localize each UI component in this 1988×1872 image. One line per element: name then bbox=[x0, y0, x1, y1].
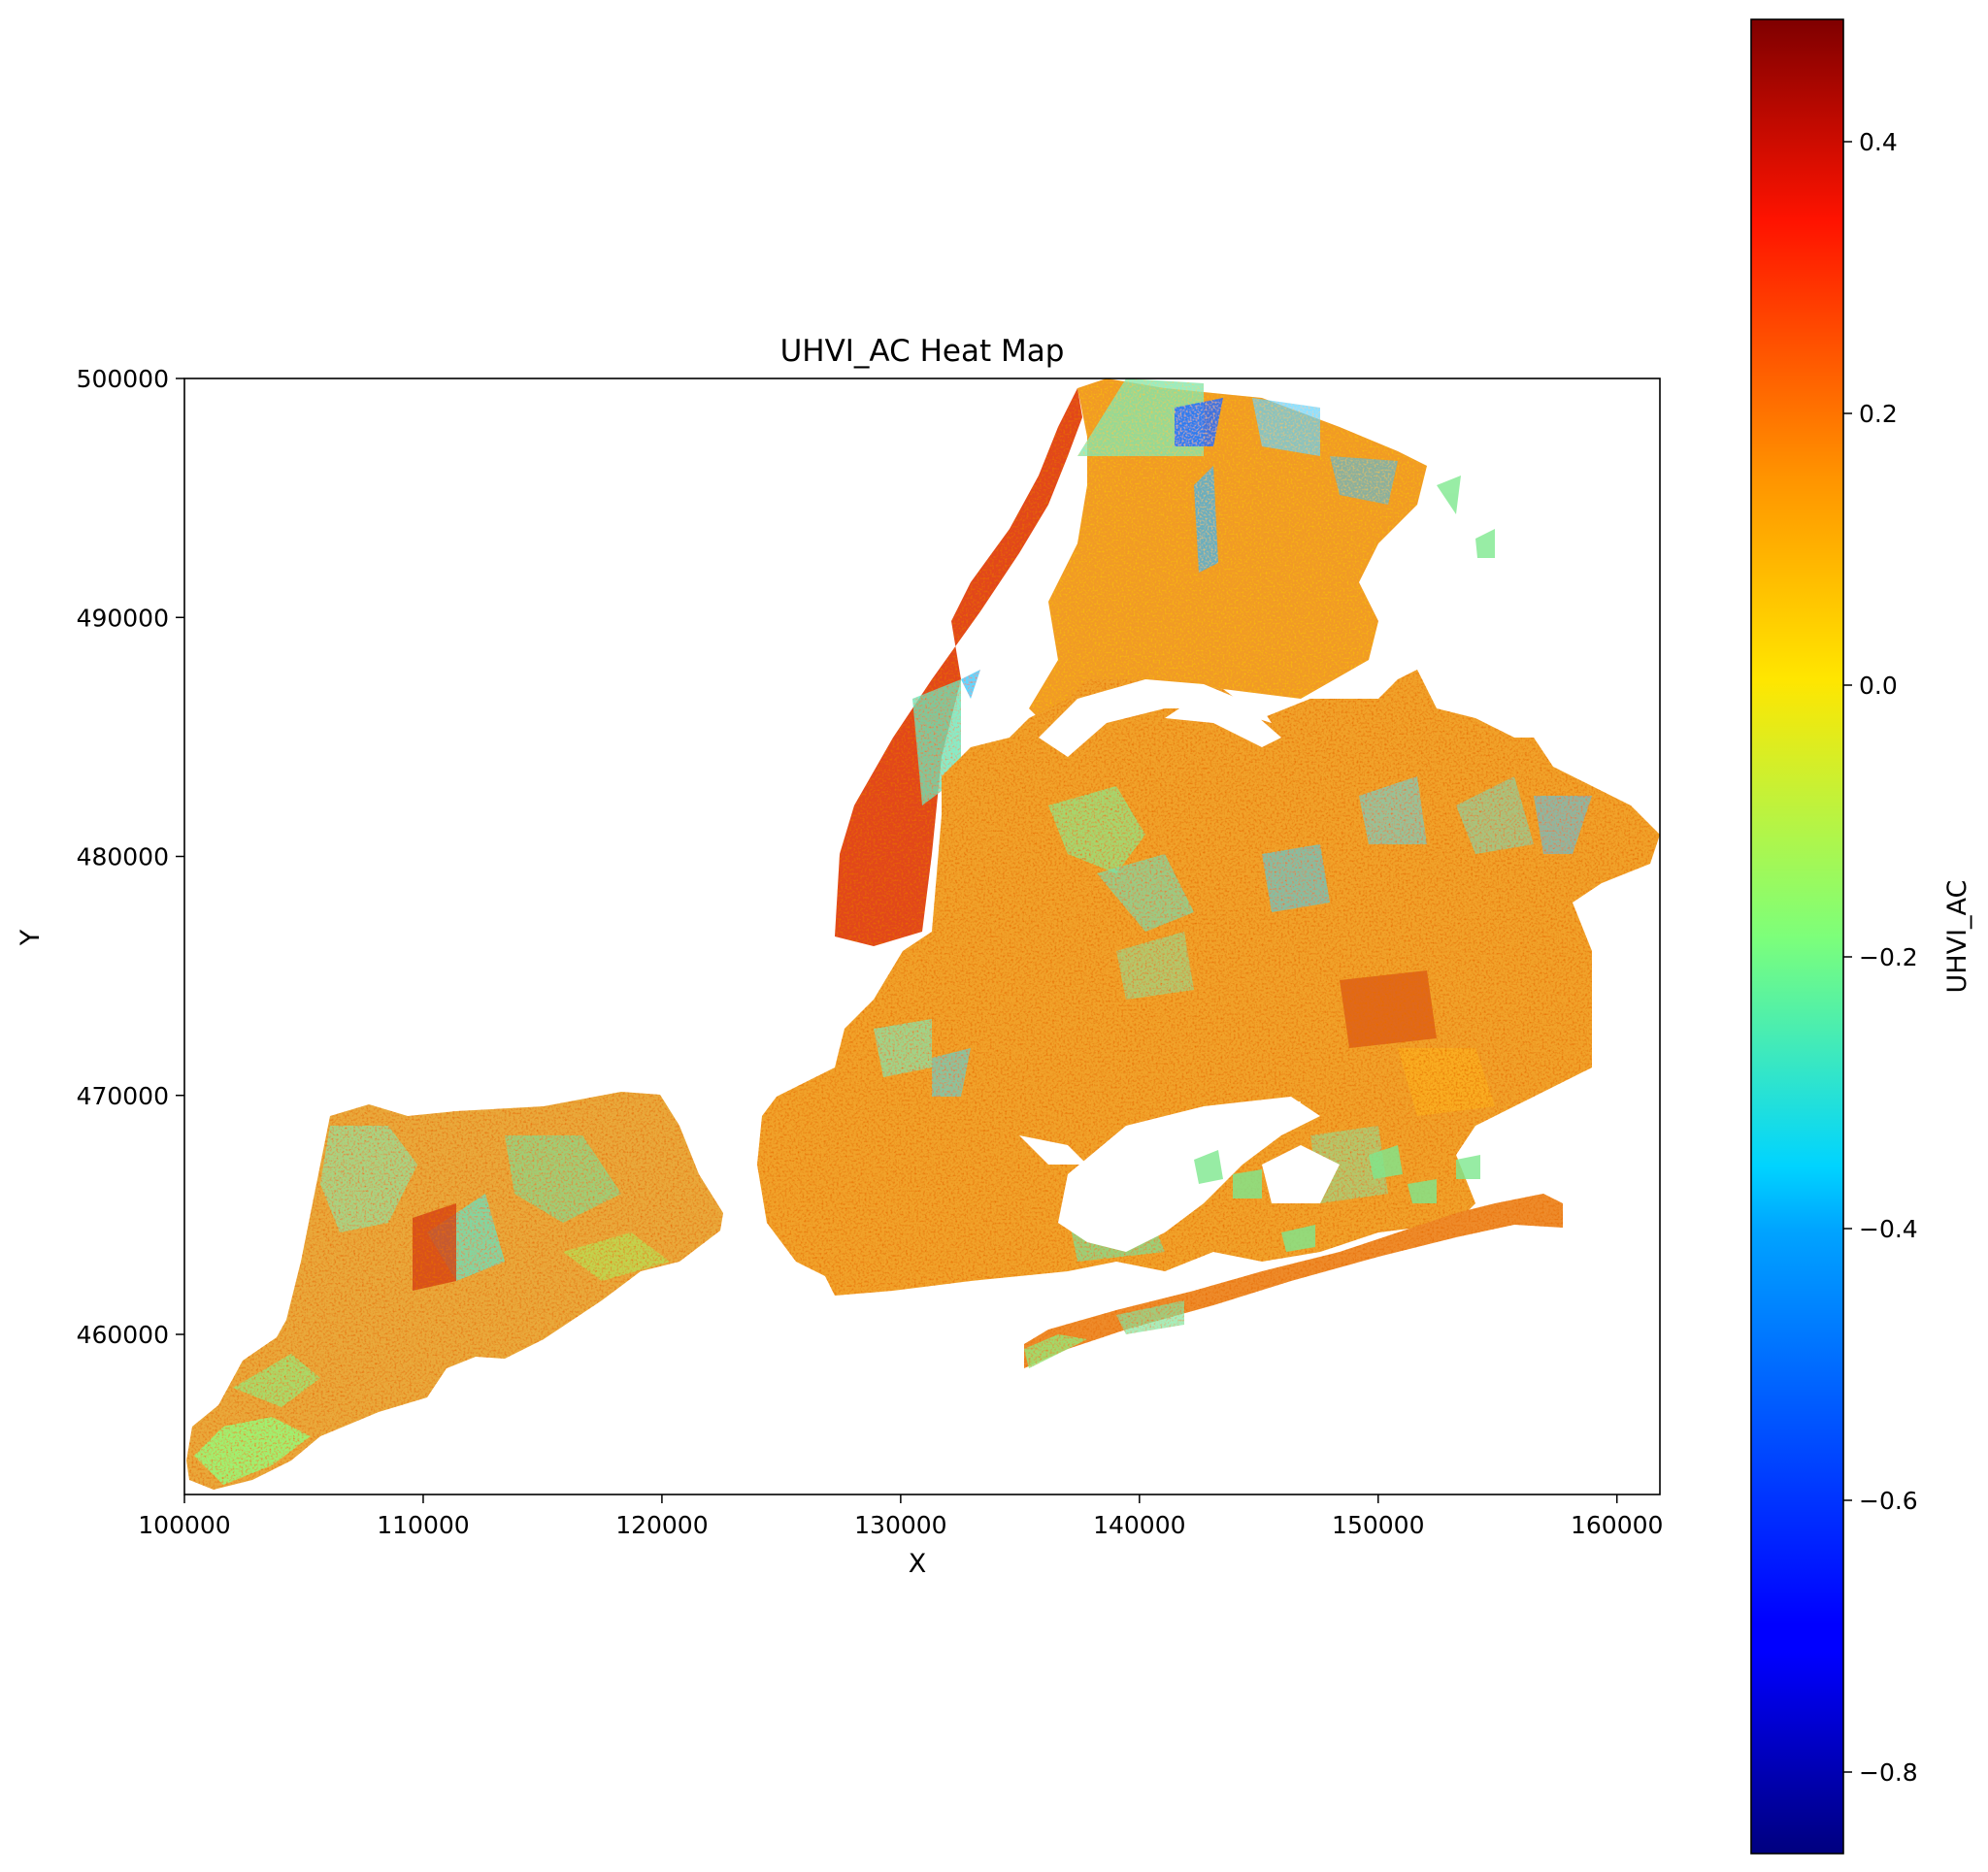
colorbar-tick-label: −0.8 bbox=[1859, 1758, 1918, 1787]
colorbar-tick-label: −0.2 bbox=[1859, 943, 1918, 971]
x-tick-label: 110000 bbox=[377, 1511, 469, 1539]
water-cutouts bbox=[1019, 679, 1340, 1252]
heatmap-raster bbox=[186, 378, 1660, 1490]
colorbar-tick-label: 0.4 bbox=[1859, 128, 1898, 156]
x-tick-label: 130000 bbox=[854, 1511, 946, 1539]
x-axis-ticks: 100000 110000 120000 130000 140000 150000 1600… bbox=[138, 1494, 1663, 1539]
colorbar bbox=[1750, 18, 1844, 1855]
y-tick-label: 460000 bbox=[77, 1321, 169, 1349]
region-rockaway bbox=[1024, 1194, 1563, 1368]
colorbar-tick-label: 0.0 bbox=[1859, 672, 1898, 700]
y-tick-label: 470000 bbox=[77, 1082, 169, 1110]
colorbar-tick-label: −0.6 bbox=[1859, 1487, 1918, 1515]
y-axis-label: Y bbox=[16, 929, 46, 946]
x-tick-label: 150000 bbox=[1332, 1511, 1424, 1539]
colorbar-label: UHVI_AC bbox=[1942, 880, 1972, 994]
x-tick-label: 140000 bbox=[1093, 1511, 1185, 1539]
x-tick-label: 120000 bbox=[615, 1511, 708, 1539]
colorbar-tick-label: −0.4 bbox=[1859, 1215, 1918, 1243]
plot-frame bbox=[183, 378, 1661, 1495]
y-tick-label: 500000 bbox=[77, 365, 169, 393]
y-axis-ticks: 460000 470000 480000 490000 500000 bbox=[77, 365, 184, 1349]
chart-title: UHVI_AC Heat Map bbox=[780, 334, 1065, 369]
x-tick-label: 100000 bbox=[138, 1511, 230, 1539]
colorbar-tick-label: 0.2 bbox=[1859, 400, 1898, 428]
region-staten-island bbox=[186, 1092, 723, 1490]
islands bbox=[1194, 476, 1495, 1252]
colorbar-ticks: −0.8 −0.6 −0.4 −0.2 0.0 0.2 0.4 bbox=[1843, 128, 1918, 1787]
x-tick-label: 160000 bbox=[1571, 1511, 1663, 1539]
x-axis-label: X bbox=[909, 1549, 927, 1579]
region-bronx bbox=[1029, 378, 1427, 738]
y-tick-label: 490000 bbox=[77, 604, 169, 632]
region-queens-brooklyn bbox=[757, 670, 1660, 1296]
y-tick-label: 480000 bbox=[77, 843, 169, 871]
